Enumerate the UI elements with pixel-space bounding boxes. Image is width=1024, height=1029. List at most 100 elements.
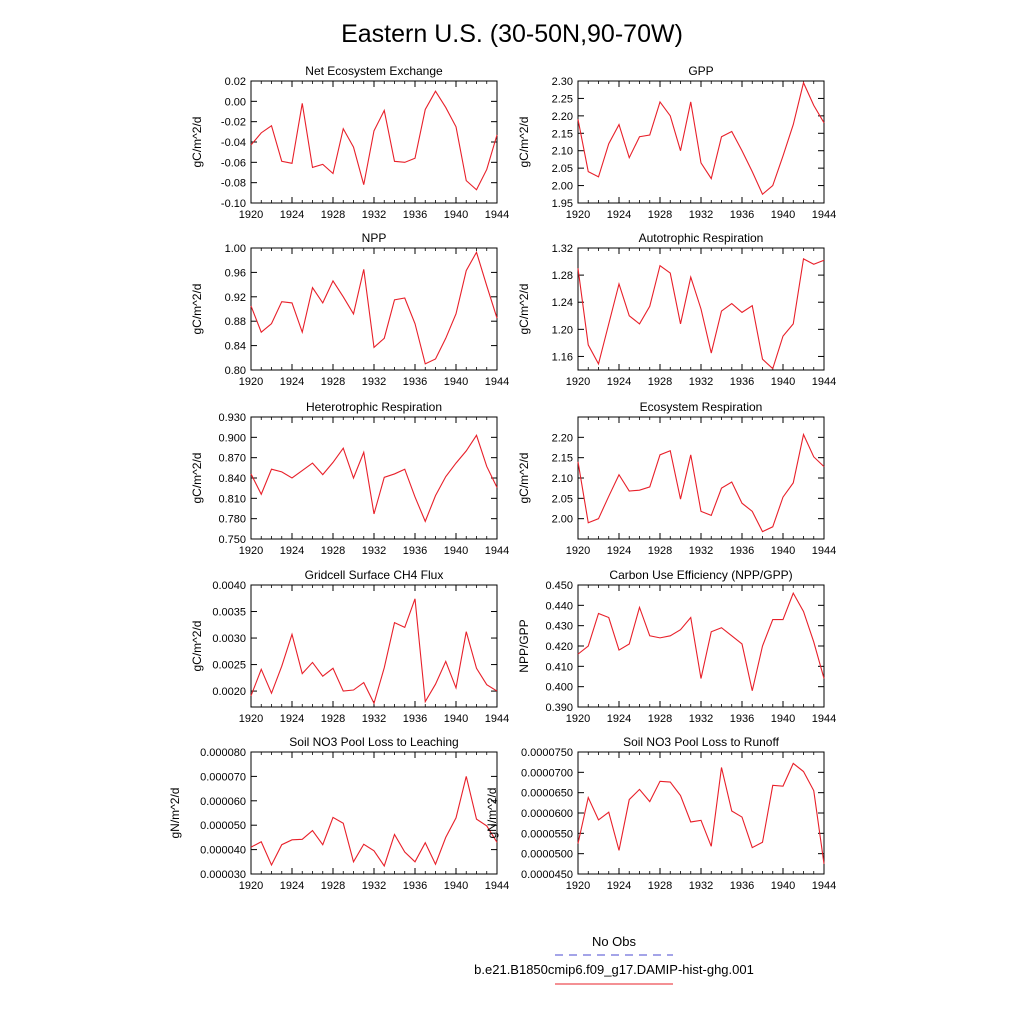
- plot-frame: [250, 751, 498, 875]
- chart-panel: Heterotrophic Respiration 1920 1924 1928 193…: [190, 400, 509, 557]
- series-line: [250, 598, 498, 705]
- x-tick-label: 1928: [648, 545, 672, 557]
- chart-title: NPP: [362, 231, 387, 245]
- x-tick-label: 1940: [444, 376, 468, 388]
- y-tick-label: 2.05: [552, 163, 573, 175]
- x-tick-label: 1940: [771, 209, 795, 221]
- x-tick-label: 1932: [362, 209, 386, 221]
- x-tick-label: 1920: [566, 545, 590, 557]
- y-tick-label: 0.810: [218, 493, 246, 505]
- y-tick-label: 1.16: [552, 351, 573, 363]
- y-axis-label: NPP/GPP: [517, 619, 531, 672]
- y-tick-label: 2.10: [552, 473, 573, 485]
- x-tick-label: 1928: [321, 880, 345, 892]
- x-tick-label: 1936: [730, 545, 754, 557]
- y-tick-label: 0.000080: [200, 747, 246, 759]
- series-line: [250, 250, 498, 365]
- chart-title: Gridcell Surface CH4 Flux: [305, 568, 444, 582]
- x-tick-label: 1936: [730, 376, 754, 388]
- y-axis-label: gC/m^2/d: [517, 284, 531, 335]
- x-tick-label: 1928: [321, 209, 345, 221]
- chart-panel: Soil NO3 Pool Loss to Runoff 1920 1924 1928…: [485, 735, 836, 892]
- x-tick-label: 1944: [812, 545, 836, 557]
- y-tick-label: 0.840: [218, 473, 246, 485]
- x-tick-label: 1940: [444, 713, 468, 725]
- chart-title: Heterotrophic Respiration: [306, 400, 442, 414]
- legend: No Obs b.e21.B1850cmip6.f09_g17.DAMIP-hi…: [474, 934, 754, 985]
- chart-title: Carbon Use Efficiency (NPP/GPP): [609, 568, 792, 582]
- y-tick-label: 0.0040: [212, 580, 246, 592]
- legend-obs-label: No Obs: [592, 934, 637, 949]
- y-tick-label: 0.420: [545, 641, 573, 653]
- y-tick-label: 0.0035: [212, 607, 246, 619]
- y-tick-label: -0.02: [221, 117, 246, 129]
- x-tick-label: 1920: [566, 209, 590, 221]
- y-tick-label: 0.0000500: [521, 849, 573, 861]
- legend-model-label: b.e21.B1850cmip6.f09_g17.DAMIP-hist-ghg.…: [474, 962, 754, 977]
- x-tick-label: 1932: [362, 880, 386, 892]
- chart-title: Ecosystem Respiration: [640, 400, 763, 414]
- x-tick-label: 1924: [607, 880, 631, 892]
- x-tick-label: 1944: [485, 713, 509, 725]
- y-tick-label: 0.450: [545, 580, 573, 592]
- series-line: [577, 257, 825, 370]
- y-axis-label: gC/m^2/d: [190, 284, 204, 335]
- y-tick-label: -0.04: [221, 137, 246, 149]
- x-tick-label: 1936: [403, 376, 427, 388]
- x-tick-label: 1936: [730, 880, 754, 892]
- chart-panel: NPP 1920 1924 1928 1932 1936 1940 1944 0.80 0.84 0…: [190, 231, 509, 388]
- y-tick-label: 0.0030: [212, 633, 246, 645]
- x-tick-label: 1940: [771, 376, 795, 388]
- y-tick-label: 2.15: [552, 453, 573, 465]
- y-tick-label: -0.10: [221, 198, 246, 210]
- y-tick-label: 0.92: [225, 292, 246, 304]
- chart-panel: GPP 1920 1924 1928 1932 1936 1940 1944 1.95 2.00 2…: [517, 64, 836, 221]
- x-tick-label: 1944: [812, 713, 836, 725]
- y-tick-label: 0.000030: [200, 869, 246, 881]
- y-tick-label: 0.000050: [200, 820, 246, 832]
- y-tick-label: 0.930: [218, 412, 246, 424]
- x-tick-label: 1920: [239, 880, 263, 892]
- y-tick-label: 0.0000450: [521, 869, 573, 881]
- y-tick-label: 2.05: [552, 493, 573, 505]
- y-tick-label: 0.400: [545, 682, 573, 694]
- y-tick-label: 0.410: [545, 661, 573, 673]
- series-line: [577, 81, 825, 196]
- chart-title: GPP: [688, 64, 713, 78]
- y-tick-label: 0.750: [218, 534, 246, 546]
- plot-frame: [250, 247, 498, 371]
- x-tick-label: 1924: [280, 880, 304, 892]
- y-tick-label: 0.96: [225, 267, 246, 279]
- x-tick-label: 1936: [403, 713, 427, 725]
- y-tick-label: 0.80: [225, 365, 246, 377]
- y-tick-label: 0.00: [225, 96, 246, 108]
- x-tick-label: 1944: [812, 209, 836, 221]
- series-line: [577, 591, 825, 691]
- chart-title: Autotrophic Respiration: [639, 231, 764, 245]
- y-tick-label: 2.00: [552, 181, 573, 193]
- y-axis-label: gC/m^2/d: [190, 621, 204, 672]
- chart-title: Soil NO3 Pool Loss to Leaching: [289, 735, 458, 749]
- x-tick-label: 1932: [689, 880, 713, 892]
- x-tick-label: 1940: [444, 880, 468, 892]
- y-tick-label: 0.440: [545, 600, 573, 612]
- x-tick-label: 1932: [689, 545, 713, 557]
- x-tick-label: 1932: [689, 376, 713, 388]
- series-line: [577, 432, 825, 533]
- x-tick-label: 1928: [321, 713, 345, 725]
- y-tick-label: 0.0000650: [521, 788, 573, 800]
- chart-panel: Gridcell Surface CH4 Flux 1920 1924 1928 193…: [190, 568, 509, 725]
- y-tick-label: 0.900: [218, 432, 246, 444]
- x-tick-label: 1944: [485, 376, 509, 388]
- plot-frame: [250, 80, 498, 204]
- x-tick-label: 1932: [362, 376, 386, 388]
- x-tick-label: 1936: [403, 209, 427, 221]
- x-tick-label: 1932: [689, 713, 713, 725]
- x-tick-label: 1924: [607, 545, 631, 557]
- figure-title: Eastern U.S. (30-50N,90-70W): [341, 20, 683, 48]
- y-axis-label: gN/m^2/d: [168, 788, 182, 839]
- x-tick-label: 1936: [403, 545, 427, 557]
- x-tick-label: 1924: [280, 713, 304, 725]
- x-tick-label: 1940: [771, 713, 795, 725]
- y-axis-label: gC/m^2/d: [190, 117, 204, 168]
